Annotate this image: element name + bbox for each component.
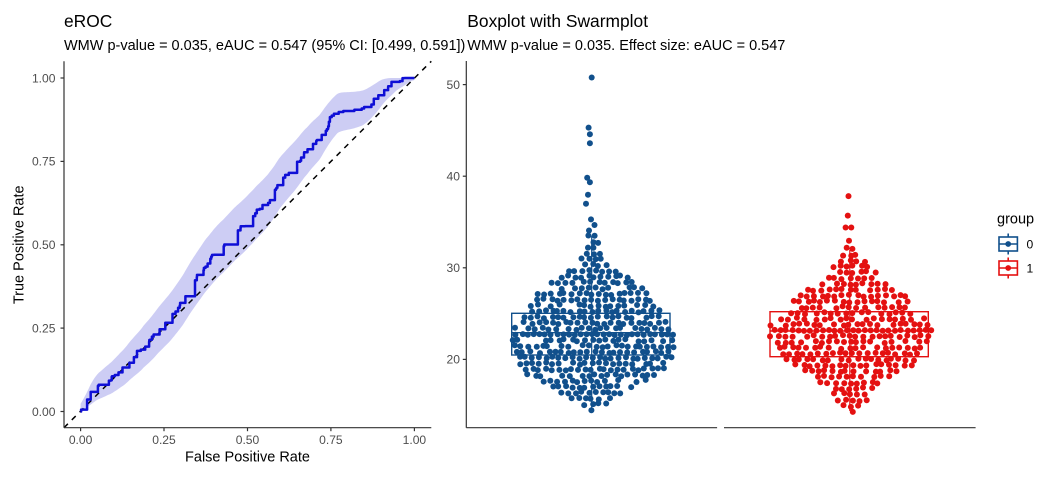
svg-text:1.00: 1.00 [32,71,56,85]
svg-text:False Positive Rate: False Positive Rate [185,449,310,465]
svg-text:WMW p-value = 0.035. Effect si: WMW p-value = 0.035. Effect size: eAUC =… [467,38,785,54]
svg-text:Boxplot with Swarmplot: Boxplot with Swarmplot [467,11,648,31]
svg-text:0.75: 0.75 [32,155,56,169]
svg-text:group: group [997,212,1034,228]
svg-text:True Positive Rate: True Positive Rate [12,185,28,304]
svg-text:eROC: eROC [64,11,112,31]
svg-text:1: 1 [1027,261,1034,275]
svg-text:WMW p-value = 0.035, eAUC = 0.: WMW p-value = 0.035, eAUC = 0.547 (95% C… [64,38,465,54]
svg-text:0.00: 0.00 [69,433,93,447]
svg-text:0.25: 0.25 [152,433,176,447]
svg-text:20: 20 [447,353,461,367]
svg-text:0.50: 0.50 [236,433,260,447]
svg-text:0.75: 0.75 [319,433,343,447]
svg-text:50: 50 [447,78,461,92]
svg-text:0.50: 0.50 [32,238,56,252]
svg-text:30: 30 [447,261,461,275]
svg-text:0: 0 [1027,237,1034,251]
svg-text:0.25: 0.25 [32,321,56,335]
svg-text:0.00: 0.00 [32,405,56,419]
svg-text:1.00: 1.00 [403,433,427,447]
svg-text:40: 40 [447,170,461,184]
